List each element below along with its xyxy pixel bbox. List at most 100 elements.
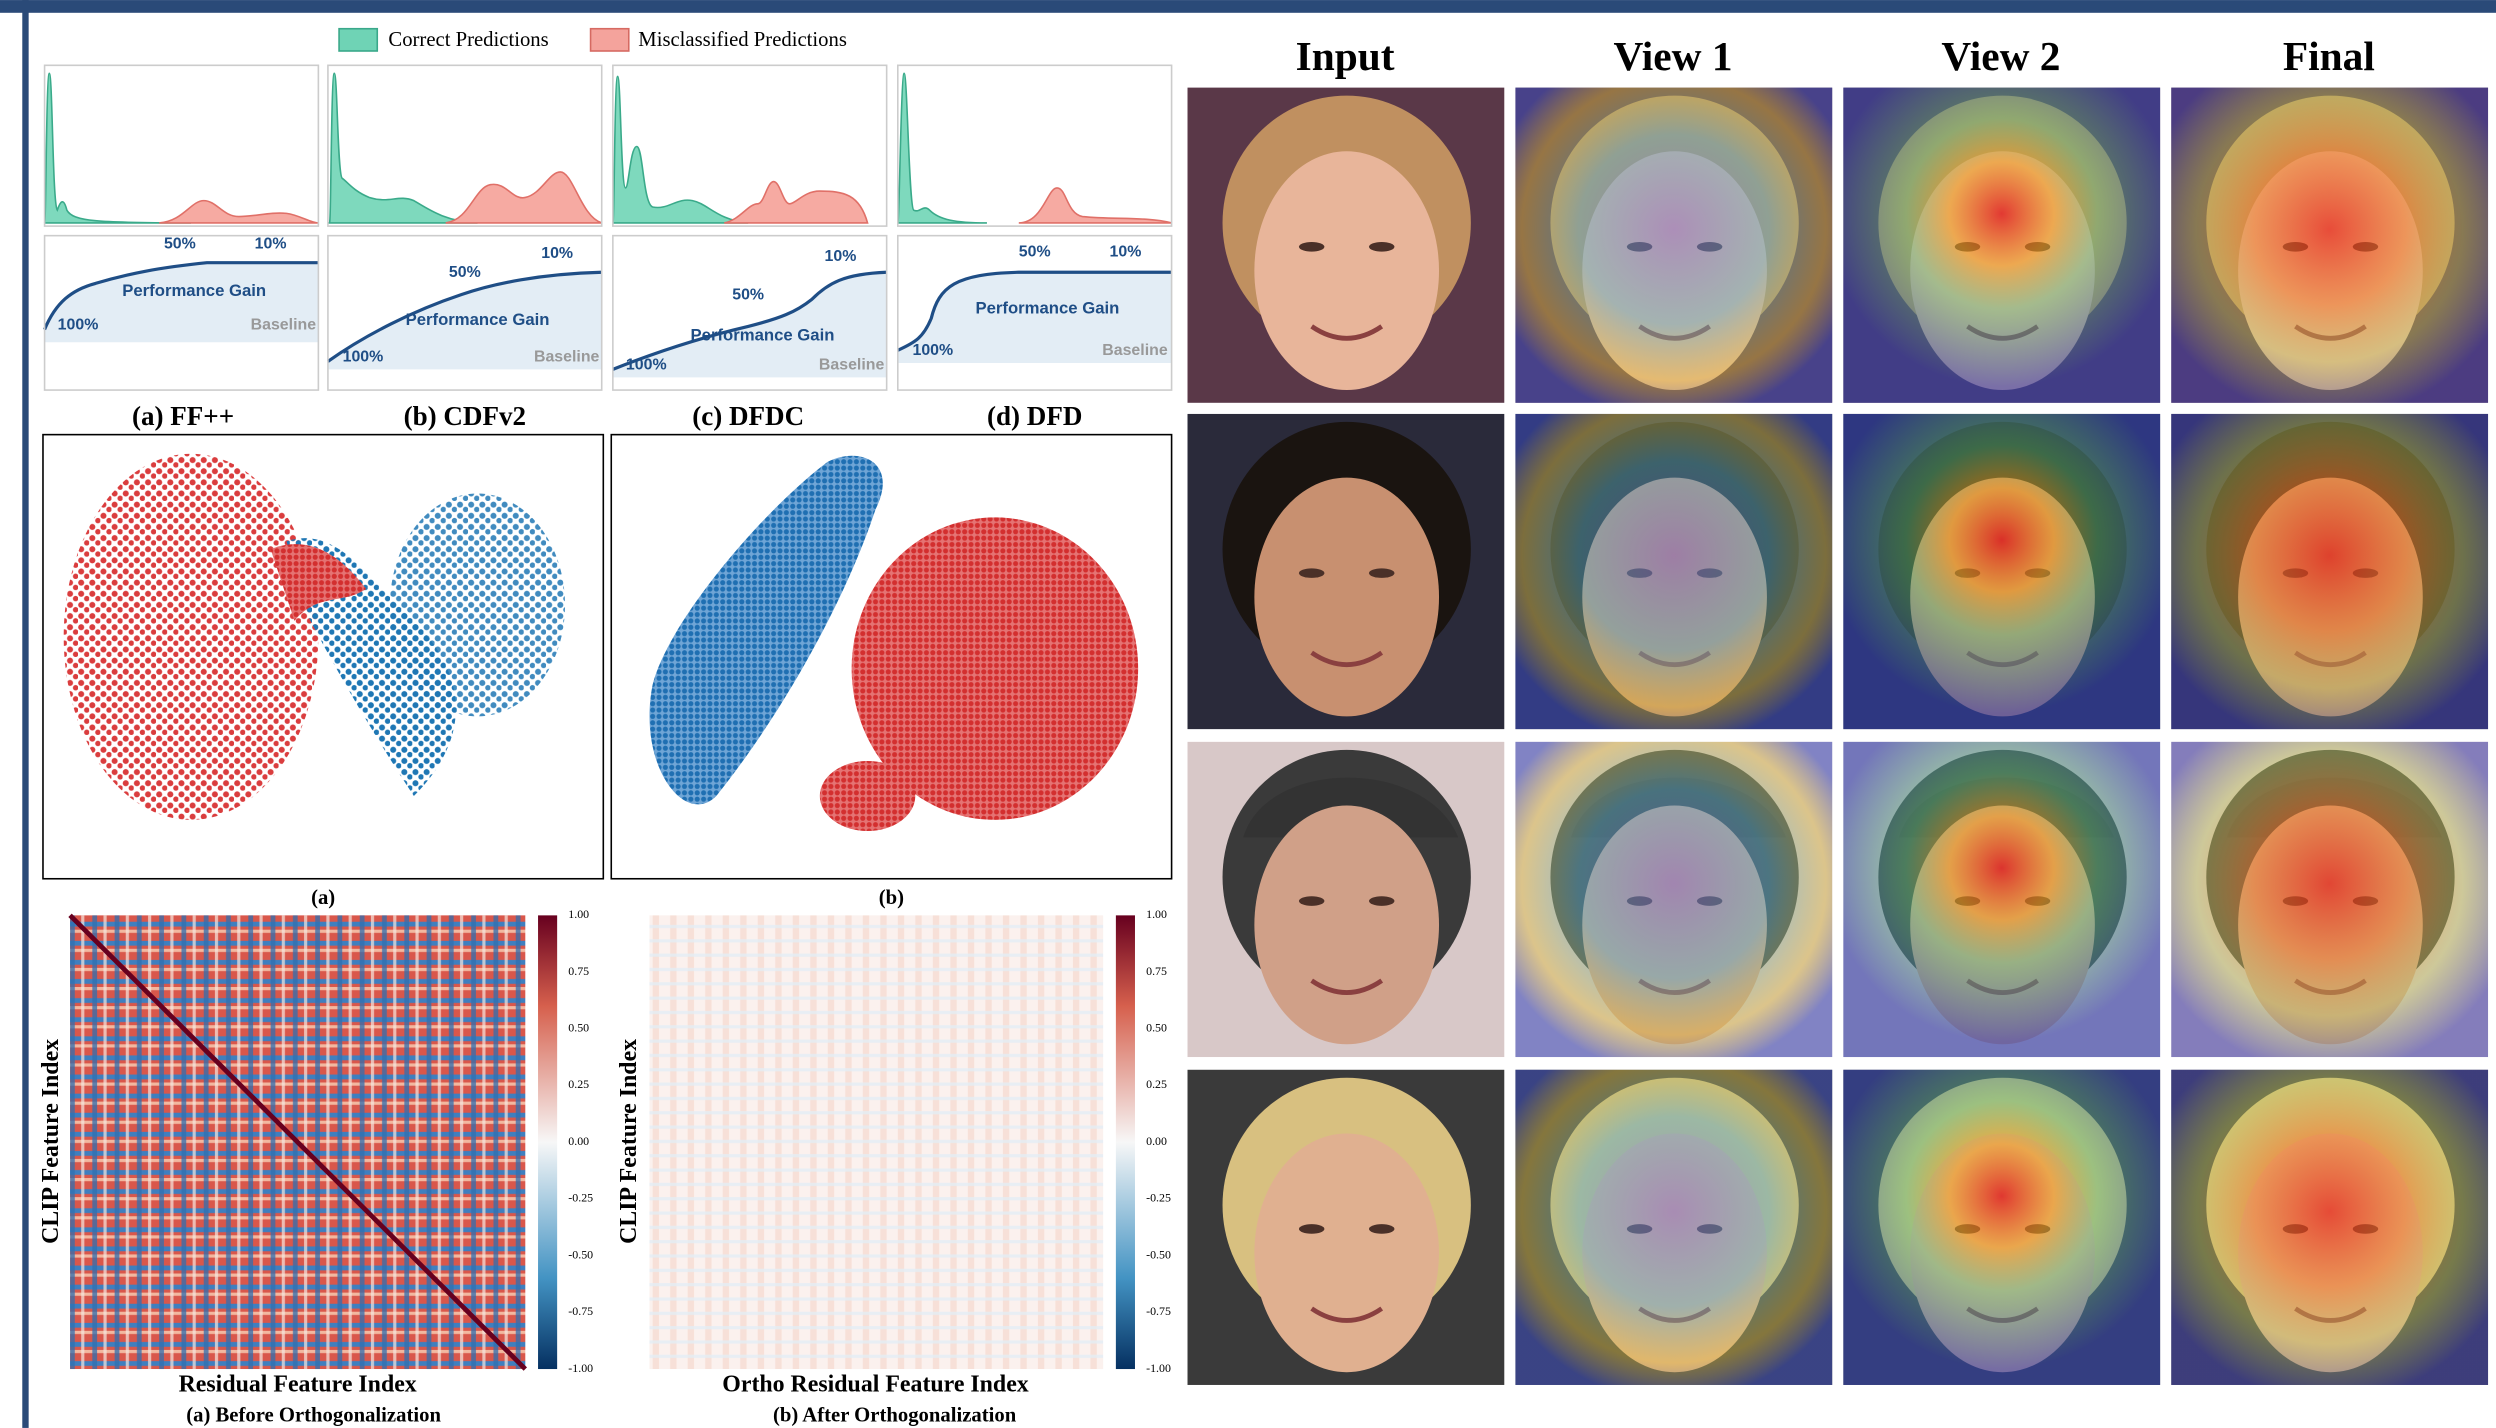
colorbar-label: -0.25 xyxy=(568,1191,593,1205)
eye xyxy=(1299,568,1324,578)
colorbar-label: -0.50 xyxy=(1146,1247,1171,1261)
gain-label: 100% xyxy=(58,317,99,334)
gain-title: Performance Gain xyxy=(406,310,550,329)
colorbar-label: 1.00 xyxy=(568,907,589,921)
eye xyxy=(1369,896,1394,906)
cluster-fake xyxy=(820,761,916,831)
density-panels xyxy=(45,73,1172,223)
column-header: Final xyxy=(2283,33,2375,79)
colorbar-label: 0.25 xyxy=(568,1077,589,1091)
page: { "legend": ["Correct Predictions", "Mis… xyxy=(0,0,2496,1428)
performance-panels xyxy=(45,263,1172,378)
baseline-label: Baseline xyxy=(534,348,600,365)
cluster-fake xyxy=(64,454,319,820)
face xyxy=(1254,151,1439,390)
tsne-caption: (a) xyxy=(311,887,335,909)
panel-caption: (d) DFD xyxy=(987,401,1082,431)
face xyxy=(1254,806,1439,1045)
attention-map xyxy=(1515,88,1832,403)
y-axis-label: CLIP Feature Index xyxy=(38,1039,64,1244)
tsne-caption: (b) xyxy=(879,887,904,909)
colorbar-label: 0.75 xyxy=(568,964,589,978)
density-correct xyxy=(45,73,191,223)
density-misclassified xyxy=(446,172,602,223)
eye xyxy=(1369,568,1394,578)
gain-label: 10% xyxy=(1110,243,1142,260)
colorbar-label: 0.75 xyxy=(1146,964,1167,978)
colorbar xyxy=(538,915,557,1369)
density-misclassified xyxy=(1019,188,1172,223)
colorbar-label: 0.25 xyxy=(1146,1077,1167,1091)
colorbar-label: -0.75 xyxy=(568,1304,593,1318)
eye xyxy=(1299,242,1324,252)
panel-caption: (c) DFDC xyxy=(692,401,804,431)
density-correct xyxy=(613,76,748,222)
gain-label: 50% xyxy=(1019,243,1051,260)
density-misclassified xyxy=(724,182,867,223)
column-header: View 1 xyxy=(1613,33,1732,79)
attention-map xyxy=(2171,742,2488,1057)
figure: Correct Predictions Misclassified Predic… xyxy=(0,0,2496,1428)
heatmap xyxy=(649,915,1103,1369)
density-frame xyxy=(45,65,319,226)
gain-label: 10% xyxy=(255,235,287,252)
colorbar-label: 0.50 xyxy=(568,1021,589,1035)
gain-label: 50% xyxy=(449,264,481,281)
gain-label: 50% xyxy=(164,235,196,252)
x-axis-label: Ortho Residual Feature Index xyxy=(722,1371,1028,1397)
density-correct xyxy=(328,73,478,223)
face xyxy=(1254,1133,1439,1372)
top-border xyxy=(0,0,2496,13)
colorbar-label: -1.00 xyxy=(1146,1361,1171,1375)
column-header: Input xyxy=(1296,33,1395,79)
colorbar-label: -0.50 xyxy=(568,1247,593,1261)
attention-map xyxy=(1515,1070,1832,1385)
attention-map xyxy=(1843,1070,2160,1385)
legend-label: Correct Predictions xyxy=(388,29,548,51)
attention-map xyxy=(2171,88,2488,403)
density-frame xyxy=(898,65,1172,226)
colorbar-label: 0.50 xyxy=(1146,1021,1167,1035)
colorbar-label: -0.75 xyxy=(1146,1304,1171,1318)
attention-map xyxy=(1515,742,1832,1057)
attention-map xyxy=(1843,742,2160,1057)
eye xyxy=(1299,1224,1324,1234)
legend-swatch xyxy=(591,29,629,51)
attention-map xyxy=(1515,414,1832,729)
colorbar-label: 0.00 xyxy=(1146,1134,1167,1148)
attention-map xyxy=(2171,1070,2488,1385)
caption: (a) Before Orthogonalization xyxy=(186,1405,441,1427)
colorbar-label: 0.00 xyxy=(568,1134,589,1148)
eye xyxy=(1299,896,1324,906)
baseline-label: Baseline xyxy=(251,317,317,334)
x-axis-label: Residual Feature Index xyxy=(179,1371,417,1397)
colorbar xyxy=(1116,915,1135,1369)
gain-label: 100% xyxy=(343,348,384,365)
panel-caption: (b) CDFv2 xyxy=(404,401,526,431)
density-correct xyxy=(898,73,987,223)
attention-map xyxy=(1843,414,2160,729)
gain-label: 10% xyxy=(825,248,857,265)
left-border xyxy=(22,0,28,1428)
legend-swatch xyxy=(339,29,377,51)
gain-label: 50% xyxy=(732,286,764,303)
gain-title: Performance Gain xyxy=(975,299,1119,318)
baseline-label: Baseline xyxy=(819,356,885,373)
attention-map xyxy=(1843,88,2160,403)
legend-label: Misclassified Predictions xyxy=(638,29,847,51)
column-header: View 2 xyxy=(1941,33,2060,79)
density-misclassified xyxy=(159,201,318,223)
gain-title: Performance Gain xyxy=(122,281,266,300)
colorbar-label: 1.00 xyxy=(1146,907,1167,921)
eye xyxy=(1369,1224,1394,1234)
cluster-real xyxy=(390,494,565,717)
eye xyxy=(1369,242,1394,252)
caption: (b) After Orthogonalization xyxy=(773,1405,1017,1427)
attention-grid: Input View 1 View 2 Final xyxy=(1188,33,2489,1385)
gain-label: 10% xyxy=(541,245,573,262)
gain-label: 100% xyxy=(912,342,953,359)
y-axis-label: CLIP Feature Index xyxy=(616,1039,642,1244)
panel-caption: (a) FF++ xyxy=(132,401,234,431)
face xyxy=(1254,478,1439,717)
colorbar-label: -1.00 xyxy=(568,1361,593,1375)
